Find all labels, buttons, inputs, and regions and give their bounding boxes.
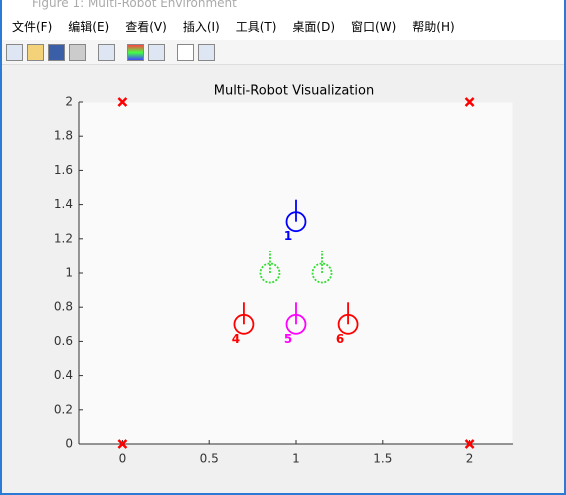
y-tick-label: 0 <box>65 437 73 451</box>
menu-item[interactable]: 编辑(E) <box>68 19 110 34</box>
corner-marker <box>464 439 475 449</box>
y-tick-label: 0.6 <box>54 334 73 348</box>
y-tick-label: 0.8 <box>54 300 73 314</box>
x-tick-label: 1.5 <box>373 452 392 466</box>
new-icon[interactable] <box>6 43 23 61</box>
robot-label: 4 <box>232 332 240 346</box>
y-tick-label: 1.8 <box>54 129 73 143</box>
chart: Multi-Robot Visualization 0 0.5 1 1.5 2 0 0.2 0… <box>54 84 514 466</box>
menu-item[interactable]: 帮助(H) <box>412 19 455 34</box>
menu-item[interactable]: 文件(F) <box>12 19 53 34</box>
x-tick-label: 2 <box>466 452 474 466</box>
corner-marker <box>464 97 475 107</box>
robot-label: 1 <box>284 229 292 243</box>
panel-icon[interactable] <box>198 43 215 61</box>
y-tick-label: 1.6 <box>54 163 73 177</box>
colorbar-icon[interactable] <box>127 43 144 61</box>
robot <box>259 262 281 284</box>
chart-title: Multi-Robot Visualization <box>214 84 374 99</box>
y-tick-label: 1.4 <box>54 197 73 211</box>
menu-item[interactable]: 工具(T) <box>235 19 277 34</box>
toolbar <box>2 40 564 65</box>
y-tick-label: 2 <box>65 95 73 109</box>
save-icon[interactable] <box>48 43 65 61</box>
robot <box>311 262 333 284</box>
menu-item[interactable]: 查看(V) <box>125 19 167 34</box>
x-tick-label: 1 <box>292 452 300 466</box>
title-bar: Figure 1: Multi-Robot Environment <box>2 0 564 12</box>
x-tick-label: 0 <box>119 452 127 466</box>
open-icon[interactable] <box>27 43 44 61</box>
robot-label: 5 <box>284 332 292 346</box>
menu-item[interactable]: 插入(I) <box>182 19 220 34</box>
pointer-icon[interactable] <box>177 43 194 61</box>
menu-bar: 文件(F) 编辑(E) 查看(V) 插入(I) 工具(T) 桌面(D) 窗口(W) 帮助(H) <box>2 12 564 40</box>
y-tick-label: 1 <box>65 266 73 280</box>
legend-icon[interactable] <box>148 43 165 61</box>
y-tick-label: 0.4 <box>54 368 73 382</box>
menu-item[interactable]: 桌面(D) <box>292 19 336 34</box>
y-tick-label: 0.2 <box>54 402 73 416</box>
robot-label: 6 <box>336 332 344 346</box>
corner-marker <box>117 97 128 107</box>
axes-background <box>78 101 514 445</box>
menu-item[interactable]: 窗口(W) <box>351 19 397 34</box>
print-icon[interactable] <box>69 43 86 61</box>
link-icon[interactable] <box>98 43 115 61</box>
corner-marker <box>117 439 128 449</box>
x-tick-label: 0.5 <box>200 452 219 466</box>
window-title: Figure 1: Multi-Robot Environment <box>32 0 237 10</box>
y-tick-label: 1.2 <box>54 231 73 245</box>
